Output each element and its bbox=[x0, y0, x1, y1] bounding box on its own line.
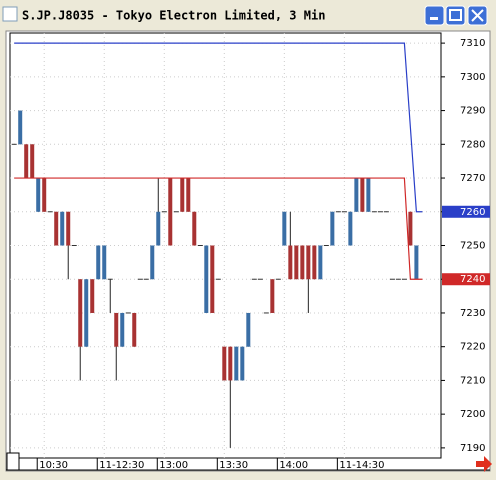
candle-body bbox=[240, 346, 245, 381]
price-line bbox=[14, 177, 423, 280]
candle-body bbox=[132, 312, 137, 347]
y-tick-label: 7270 bbox=[460, 173, 485, 184]
y-tick-label: 7200 bbox=[460, 409, 485, 420]
candle-body bbox=[66, 211, 71, 246]
x-tick-label: 11-12:30 bbox=[99, 460, 144, 471]
maximize-button[interactable] bbox=[445, 5, 466, 26]
candle-body bbox=[42, 178, 47, 212]
candle-body bbox=[36, 178, 41, 212]
candle-body bbox=[186, 178, 191, 212]
candle-body bbox=[246, 312, 251, 347]
window-title: S.JP.J8035 - Tokyo Electron Limited, 3 M… bbox=[22, 9, 325, 23]
y-tick-label: 7190 bbox=[460, 443, 485, 454]
candle-body bbox=[192, 211, 197, 246]
candle-body bbox=[222, 346, 227, 381]
candle-body bbox=[168, 178, 173, 246]
candle-body bbox=[312, 245, 317, 280]
candle-body bbox=[120, 312, 125, 347]
y-tick-label: 7300 bbox=[460, 72, 485, 83]
candle-body bbox=[318, 245, 323, 280]
candle-body bbox=[282, 211, 287, 246]
candle-body bbox=[210, 245, 215, 313]
y-tick-label: 7310 bbox=[460, 38, 485, 49]
price-label-box bbox=[442, 273, 490, 286]
candle-body bbox=[54, 211, 59, 246]
close-button[interactable] bbox=[467, 5, 488, 26]
marks bbox=[11, 42, 423, 448]
price-label-box bbox=[442, 205, 490, 218]
candle-body bbox=[306, 245, 311, 280]
candle-body bbox=[78, 279, 83, 347]
y-tick-label: 7280 bbox=[460, 139, 485, 150]
candle-body bbox=[102, 245, 107, 280]
candle-body bbox=[204, 245, 209, 313]
candle-body bbox=[18, 110, 23, 145]
scroll-arrow[interactable] bbox=[476, 456, 492, 472]
candle-body bbox=[300, 245, 305, 280]
candle-body bbox=[90, 279, 95, 313]
y-tick-label: 7290 bbox=[460, 106, 485, 117]
candle-body bbox=[234, 346, 239, 381]
candle-body bbox=[30, 144, 35, 179]
candle-body bbox=[84, 279, 89, 347]
candle-body bbox=[60, 211, 65, 246]
candle-body bbox=[348, 211, 353, 246]
candle-body bbox=[294, 245, 299, 280]
candle-body bbox=[330, 211, 335, 246]
candle-body bbox=[228, 346, 233, 381]
candle-body bbox=[150, 245, 155, 280]
candle-body bbox=[114, 312, 119, 347]
candle-body bbox=[156, 211, 161, 246]
candle-body bbox=[366, 178, 371, 212]
candle-body bbox=[408, 211, 413, 246]
scroll-box[interactable] bbox=[6, 452, 20, 471]
x-tick-label: 14:00 bbox=[279, 460, 308, 471]
y-tick-label: 7230 bbox=[460, 308, 485, 319]
y-tick-label: 7210 bbox=[460, 375, 485, 386]
price-line bbox=[14, 42, 423, 213]
y-tick-label: 7220 bbox=[460, 342, 485, 353]
plot-area bbox=[9, 32, 442, 459]
candle-body bbox=[354, 178, 359, 212]
candle-body bbox=[180, 178, 185, 212]
x-tick-label: 11-14:30 bbox=[339, 460, 384, 471]
y-tick-label: 7250 bbox=[460, 241, 485, 252]
price-label: 7260 bbox=[460, 207, 485, 218]
candle-body bbox=[414, 245, 419, 280]
x-tick-label: 13:00 bbox=[159, 460, 188, 471]
price-label: 7240 bbox=[460, 274, 485, 285]
window-icon bbox=[2, 6, 18, 22]
candle-body bbox=[270, 279, 275, 313]
axis: 7190 7200 7210 7220 7230 7240 7250 7260 7270 7280… bbox=[6, 38, 490, 471]
candle-body bbox=[360, 178, 365, 212]
candle-body bbox=[96, 245, 101, 280]
x-tick-label: 13:30 bbox=[219, 460, 248, 471]
candle-body bbox=[288, 245, 293, 280]
candle-body bbox=[24, 144, 29, 179]
x-tick-label: 10:30 bbox=[39, 460, 68, 471]
minimize-button[interactable] bbox=[424, 5, 445, 26]
